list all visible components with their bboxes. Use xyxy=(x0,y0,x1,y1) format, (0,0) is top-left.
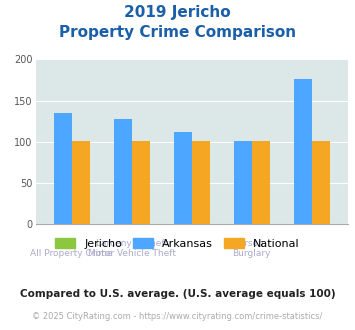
Text: © 2025 CityRating.com - https://www.cityrating.com/crime-statistics/: © 2025 CityRating.com - https://www.city… xyxy=(32,312,323,321)
Bar xyxy=(234,141,252,224)
Bar xyxy=(132,141,150,224)
Text: All Property Crime: All Property Crime xyxy=(30,249,113,258)
Text: Property Crime Comparison: Property Crime Comparison xyxy=(59,25,296,40)
Text: Compared to U.S. average. (U.S. average equals 100): Compared to U.S. average. (U.S. average … xyxy=(20,289,335,299)
Bar xyxy=(192,141,210,224)
Bar xyxy=(252,141,270,224)
Text: Burglary: Burglary xyxy=(233,249,271,258)
Text: Arson: Arson xyxy=(239,239,264,248)
Text: Larceny & Theft: Larceny & Theft xyxy=(95,239,168,248)
Bar xyxy=(312,141,330,224)
Bar xyxy=(72,141,89,224)
Bar xyxy=(114,119,132,224)
Legend: Jericho, Arkansas, National: Jericho, Arkansas, National xyxy=(51,234,304,253)
Bar xyxy=(294,79,312,224)
Bar xyxy=(174,132,192,224)
Text: 2019 Jericho: 2019 Jericho xyxy=(124,5,231,20)
Text: Motor Vehicle Theft: Motor Vehicle Theft xyxy=(88,249,176,258)
Bar xyxy=(54,113,72,224)
